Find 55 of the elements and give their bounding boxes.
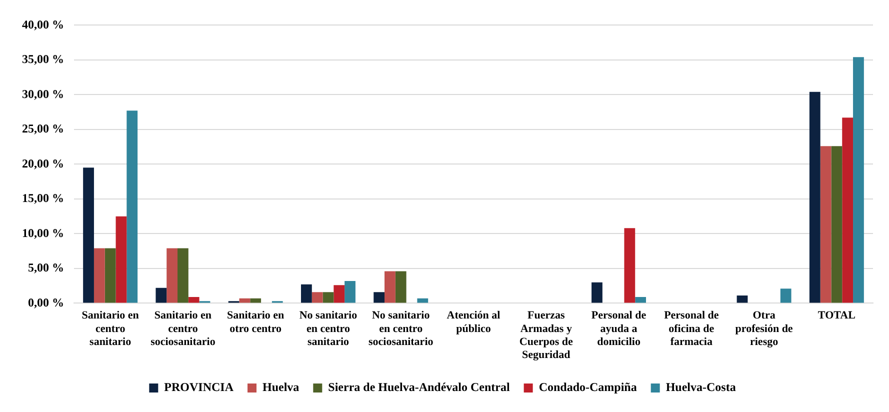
y-tick-label: 15,00 % xyxy=(22,191,64,206)
y-tick-label: 30,00 % xyxy=(22,86,64,101)
bar xyxy=(374,292,385,303)
x-tick-label: Sanitario en centro sociosanitario xyxy=(150,310,216,348)
bar xyxy=(384,271,396,303)
bar xyxy=(780,288,792,303)
bar xyxy=(853,57,864,303)
y-tick-label: 20,00 % xyxy=(22,156,64,170)
bar xyxy=(156,288,167,303)
x-tick-label: Atención al público xyxy=(446,310,500,335)
bar xyxy=(126,110,138,303)
legend-label: Condado-Campiña xyxy=(538,380,637,394)
bar xyxy=(239,298,250,303)
bar xyxy=(312,292,323,303)
bar xyxy=(83,168,94,303)
legend-label: Sierra de Huelva-Andévalo Central xyxy=(328,380,510,394)
bar xyxy=(592,282,602,303)
x-tick-label: Otra profesión de riesgo xyxy=(735,310,793,348)
x-tick-label: Fuerzas Armadas y Cuerpos de Seguridad xyxy=(519,310,573,362)
bar xyxy=(116,216,127,303)
legend-label: Huelva xyxy=(262,380,300,394)
bar xyxy=(635,296,646,303)
bar xyxy=(395,271,406,303)
x-tick-label: Sanitario en centro sanitario xyxy=(82,310,139,348)
bar xyxy=(250,298,262,303)
bar xyxy=(624,228,636,303)
bar xyxy=(94,248,105,303)
bar xyxy=(736,296,748,303)
bar xyxy=(820,146,832,303)
bar xyxy=(809,92,820,303)
bar xyxy=(166,248,178,303)
bar xyxy=(300,284,312,303)
bar xyxy=(188,296,200,303)
bar xyxy=(842,118,854,303)
y-tick-label: 5,00 % xyxy=(28,260,64,275)
bar xyxy=(417,298,428,303)
x-tick-label: Sanitario en otro centro xyxy=(227,310,284,335)
bar xyxy=(104,248,116,303)
bar xyxy=(831,146,842,303)
bar xyxy=(344,280,356,303)
y-tick-label: 10,00 % xyxy=(22,226,64,240)
bar xyxy=(334,285,345,303)
bar xyxy=(322,292,334,303)
y-tick-label: 40,00 % xyxy=(22,17,64,32)
x-tick-label: No sanitario en centro sanitario xyxy=(299,310,358,348)
x-tick-label: Personal de ayuda a domicilio xyxy=(591,310,646,348)
legend-label: PROVINCIA xyxy=(164,380,234,394)
legend-label: Huelva-Costa xyxy=(666,380,736,394)
bar xyxy=(178,248,188,303)
y-tick-label: 25,00 % xyxy=(22,122,64,136)
x-tick-label: No sanitario en centro sociosanitario xyxy=(368,310,434,348)
x-tick-label: Personal de oficina de farmacia xyxy=(664,310,719,348)
x-tick-label: TOTAL xyxy=(818,310,856,322)
y-tick-label: 0,00 % xyxy=(28,295,64,310)
y-tick-label: 35,00 % xyxy=(22,52,64,66)
